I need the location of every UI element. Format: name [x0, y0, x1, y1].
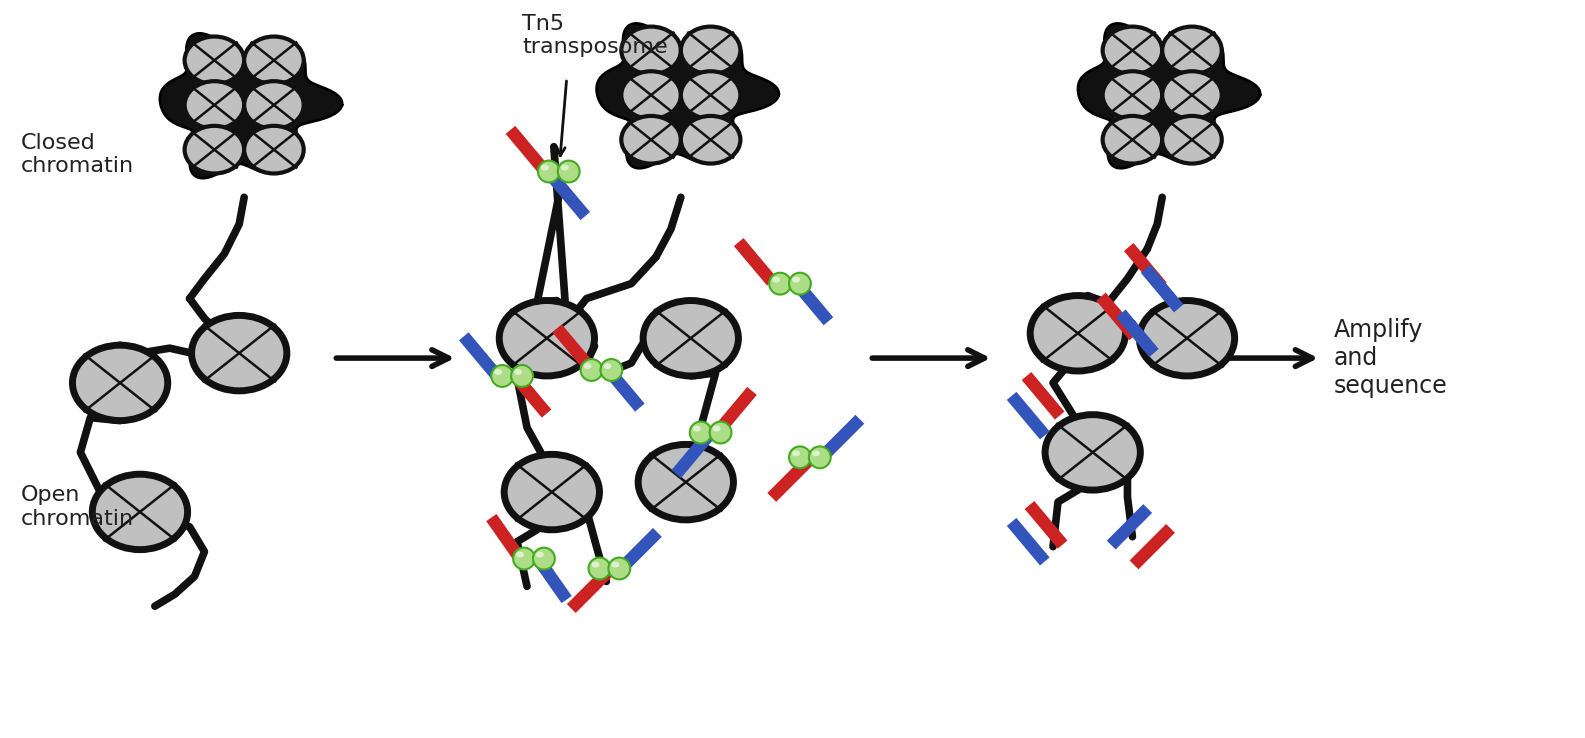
Ellipse shape [533, 548, 555, 570]
Ellipse shape [621, 116, 682, 164]
Ellipse shape [789, 273, 812, 294]
Ellipse shape [517, 551, 525, 558]
Ellipse shape [710, 421, 731, 444]
Ellipse shape [540, 165, 548, 170]
Ellipse shape [772, 277, 780, 283]
Ellipse shape [184, 81, 244, 129]
Ellipse shape [1162, 27, 1222, 75]
Ellipse shape [1162, 116, 1222, 164]
Ellipse shape [601, 359, 623, 381]
Polygon shape [1078, 24, 1260, 168]
Ellipse shape [639, 444, 734, 520]
Ellipse shape [491, 365, 514, 387]
Ellipse shape [792, 450, 800, 456]
Ellipse shape [604, 363, 612, 369]
Ellipse shape [73, 345, 168, 421]
Ellipse shape [621, 72, 682, 119]
Ellipse shape [244, 126, 304, 173]
Ellipse shape [558, 161, 580, 182]
Ellipse shape [536, 551, 544, 558]
Ellipse shape [591, 562, 599, 568]
Ellipse shape [561, 165, 569, 170]
Ellipse shape [621, 27, 682, 75]
Ellipse shape [682, 72, 740, 119]
Ellipse shape [1045, 415, 1140, 490]
Ellipse shape [1162, 72, 1222, 119]
Ellipse shape [588, 558, 610, 579]
Polygon shape [596, 24, 778, 168]
Ellipse shape [644, 300, 739, 376]
Ellipse shape [1103, 72, 1162, 119]
Ellipse shape [92, 475, 187, 550]
Ellipse shape [812, 450, 819, 456]
Ellipse shape [184, 126, 244, 173]
Ellipse shape [244, 81, 304, 129]
Ellipse shape [510, 365, 533, 387]
Ellipse shape [1103, 116, 1162, 164]
Ellipse shape [1103, 27, 1162, 75]
Ellipse shape [495, 369, 502, 375]
Ellipse shape [713, 426, 721, 432]
Ellipse shape [1030, 295, 1125, 371]
Ellipse shape [682, 27, 740, 75]
Ellipse shape [504, 455, 599, 530]
Ellipse shape [612, 562, 620, 568]
Ellipse shape [583, 363, 591, 369]
Ellipse shape [789, 446, 812, 468]
Text: Closed
chromatin: Closed chromatin [21, 133, 135, 176]
Ellipse shape [184, 36, 244, 84]
Ellipse shape [693, 426, 701, 432]
Ellipse shape [808, 446, 831, 468]
Ellipse shape [514, 369, 521, 375]
Ellipse shape [609, 558, 631, 579]
Ellipse shape [769, 273, 791, 294]
Ellipse shape [537, 161, 560, 182]
Ellipse shape [689, 421, 712, 444]
Ellipse shape [792, 277, 800, 283]
Ellipse shape [514, 548, 536, 570]
Ellipse shape [1140, 300, 1235, 376]
Text: Tn5
transposome: Tn5 transposome [521, 14, 667, 57]
Text: Open
chromatin: Open chromatin [21, 486, 135, 528]
Polygon shape [160, 33, 342, 178]
Ellipse shape [192, 315, 287, 391]
Ellipse shape [499, 300, 594, 376]
Text: Amplify
and
sequence: Amplify and sequence [1335, 318, 1447, 398]
Ellipse shape [682, 116, 740, 164]
Ellipse shape [244, 36, 304, 84]
Ellipse shape [580, 359, 602, 381]
